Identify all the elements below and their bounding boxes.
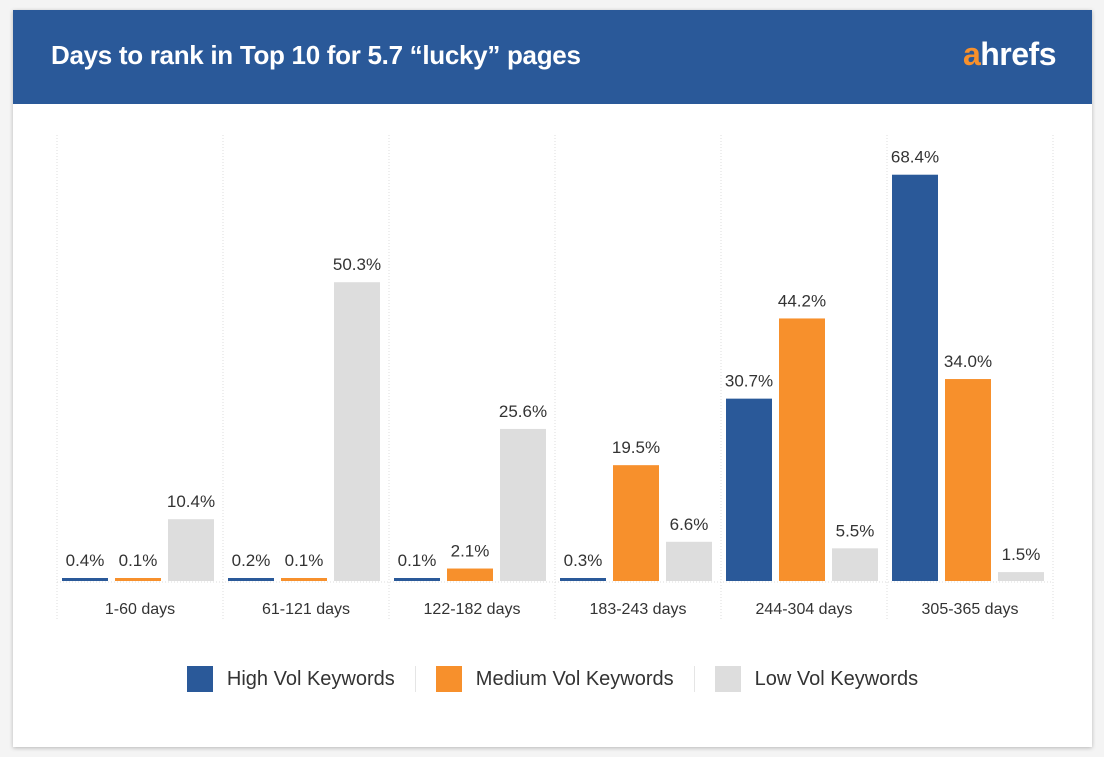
legend-label: Low Vol Keywords bbox=[754, 667, 919, 690]
data-label: 0.4% bbox=[66, 551, 105, 570]
data-label: 34.0% bbox=[944, 352, 992, 371]
legend: High Vol Keywords Medium Vol Keywords Low … bbox=[13, 666, 1092, 692]
chart-title: Days to rank in Top 10 for 5.7 “lucky” p… bbox=[51, 40, 581, 70]
data-label: 6.6% bbox=[670, 515, 709, 534]
data-label: 0.1% bbox=[285, 551, 324, 570]
legend-label: Medium Vol Keywords bbox=[475, 667, 674, 690]
bar bbox=[115, 578, 161, 581]
data-label: 0.3% bbox=[564, 551, 603, 570]
x-tick-label: 122-182 days bbox=[424, 601, 521, 618]
data-label: 0.2% bbox=[232, 551, 271, 570]
bar bbox=[666, 541, 712, 581]
data-label: 19.5% bbox=[612, 438, 660, 457]
bar bbox=[394, 578, 440, 581]
bar bbox=[832, 548, 878, 581]
data-label: 0.1% bbox=[119, 551, 158, 570]
data-label: 68.4% bbox=[891, 148, 939, 167]
bar bbox=[779, 318, 825, 581]
legend-swatch bbox=[714, 666, 741, 692]
data-label: 1.5% bbox=[1002, 545, 1041, 564]
x-tick-label: 1-60 days bbox=[105, 601, 175, 618]
data-label: 50.3% bbox=[333, 255, 381, 274]
x-tick-label: 244-304 days bbox=[756, 601, 853, 618]
chart-card: Days to rank in Top 10 for 5.7 “lucky” p… bbox=[13, 10, 1092, 747]
bar bbox=[334, 282, 380, 581]
ahrefs-logo: ahrefs bbox=[962, 36, 1057, 72]
x-tick-label: 183-243 days bbox=[590, 601, 687, 618]
legend-swatch bbox=[186, 666, 213, 692]
data-label: 5.5% bbox=[836, 521, 875, 540]
bar bbox=[281, 578, 327, 581]
legend-swatch bbox=[435, 666, 462, 692]
bar bbox=[726, 398, 772, 581]
bar bbox=[560, 578, 606, 581]
header: Days to rank in Top 10 for 5.7 “lucky” p… bbox=[13, 10, 1092, 104]
bar bbox=[228, 578, 274, 581]
legend-label: High Vol Keywords bbox=[226, 667, 395, 690]
legend-item: Medium Vol Keywords bbox=[414, 666, 694, 692]
data-label: 0.1% bbox=[398, 551, 437, 570]
bar bbox=[613, 465, 659, 581]
bar bbox=[168, 519, 214, 581]
data-label: 2.1% bbox=[451, 542, 490, 561]
bar bbox=[62, 578, 108, 581]
bar bbox=[945, 379, 991, 581]
legend-item: High Vol Keywords bbox=[167, 666, 415, 692]
bar bbox=[998, 572, 1044, 581]
bar-chart: 1-60 days 0.4% 0.1% 10.4% 61-121 days 0.2% 0.1… bbox=[56, 135, 1054, 620]
bar bbox=[447, 568, 493, 581]
bar bbox=[500, 428, 546, 581]
legend-item: Low Vol Keywords bbox=[693, 666, 938, 692]
data-label: 10.4% bbox=[167, 492, 215, 511]
data-label: 30.7% bbox=[725, 372, 773, 391]
x-tick-label: 305-365 days bbox=[922, 601, 1019, 618]
bar bbox=[892, 174, 938, 582]
data-label: 25.6% bbox=[499, 402, 547, 421]
x-tick-label: 61-121 days bbox=[262, 601, 350, 618]
data-label: 44.2% bbox=[778, 291, 826, 310]
